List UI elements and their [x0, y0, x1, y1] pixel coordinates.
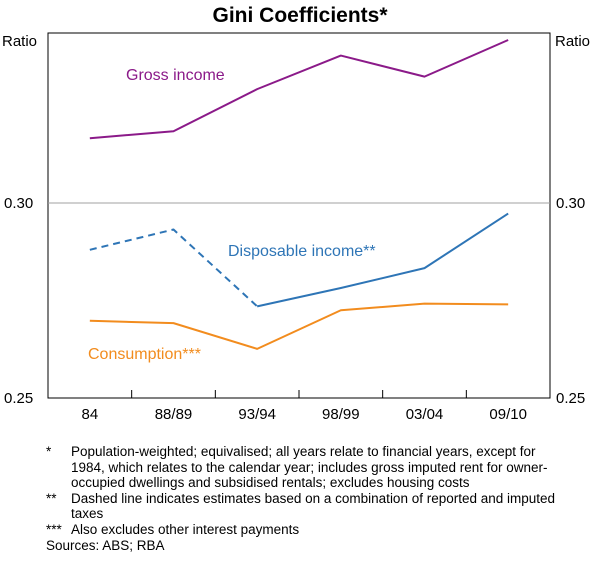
footnote: * Population-weighted; equivalised; all …: [46, 444, 566, 491]
y-tick-label-right: 0.25: [556, 390, 585, 407]
series-label-consumption: Consumption***: [88, 346, 201, 363]
series-line-consumption: [89, 302, 509, 350]
y-tick-label-right: 0.30: [556, 195, 585, 212]
x-tick-label: 98/99: [322, 406, 360, 423]
series-label-gross-income: Gross income: [126, 67, 225, 84]
x-tick-label: 84: [81, 406, 98, 423]
x-tick-label: 93/94: [238, 406, 276, 423]
x-tick-label: 03/04: [406, 406, 444, 423]
series-line-disposable-income-dashed: [89, 228, 258, 308]
y-axis-label-left: Ratio: [2, 33, 37, 50]
footnote-text: Dashed line indicates estimates based on…: [71, 490, 556, 522]
footnotes: * Population-weighted; equivalised; all …: [46, 444, 566, 553]
footnote: *** Also excludes other interest payment…: [46, 522, 566, 538]
series-line-gross-income: [89, 39, 509, 140]
gini-chart: Gini Coefficients* Ratio Ratio 0.30 0.25…: [2, 4, 590, 423]
sources-line: Sources: ABS; RBA: [46, 537, 165, 553]
footnote: ** Dashed line indicates estimates based…: [46, 491, 566, 522]
footnote-text: Also excludes other interest payments: [71, 521, 300, 537]
y-axis-label-right: Ratio: [555, 33, 590, 50]
footnote-mark: **: [46, 490, 57, 506]
series-line-disposable-income: [256, 212, 509, 308]
y-tick-label-left: 0.25: [4, 390, 33, 407]
series-label-disposable-income: Disposable income**: [228, 243, 376, 260]
footnote-mark: ***: [46, 521, 62, 537]
plot-frame: [47, 32, 551, 399]
x-tick-label: 09/10: [489, 406, 527, 423]
footnote-mark: *: [46, 444, 52, 459]
chart-title: Gini Coefficients*: [212, 4, 388, 27]
y-tick-label-left: 0.30: [4, 195, 33, 212]
x-tick-label: 88/89: [155, 406, 193, 423]
footnote-text: Population-weighted; equivalised; all ye…: [71, 444, 548, 491]
